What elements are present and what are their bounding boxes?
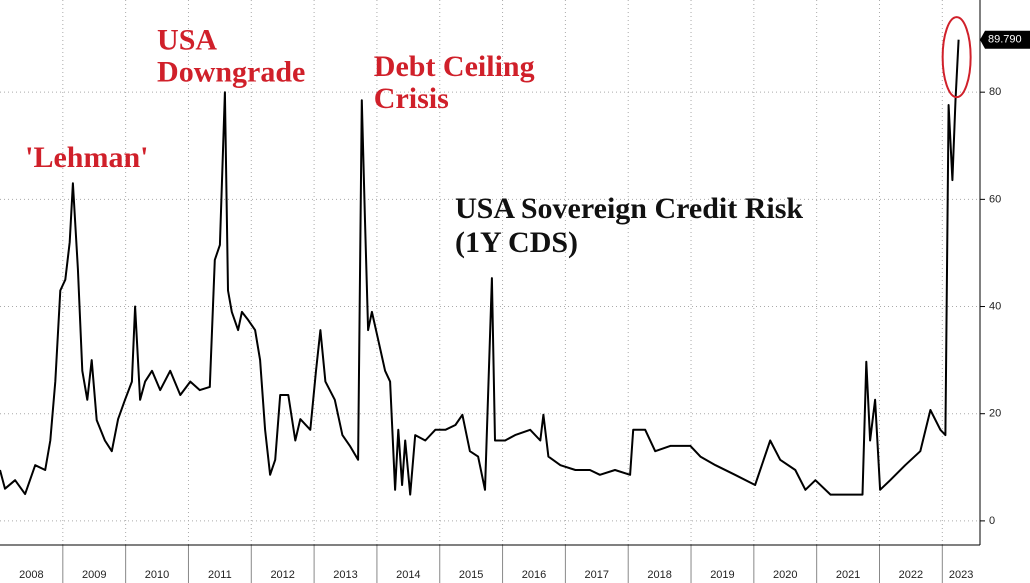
y-tick-label: 0	[989, 515, 995, 527]
x-tick-label: 2017	[585, 569, 609, 581]
chart-title-line: USA Sovereign Credit Risk	[455, 192, 803, 225]
annotation-line: Crisis	[374, 82, 449, 115]
annotation: Debt Ceiling Crisis	[374, 50, 535, 115]
annotation: USA Downgrade	[157, 23, 305, 88]
x-tick-label: 2022	[899, 569, 923, 581]
annotation-line: USA	[157, 23, 217, 56]
y-tick-label: 60	[989, 193, 1001, 205]
x-tick-label: 2023	[949, 569, 973, 581]
chart-title-line: (1Y CDS)	[455, 226, 578, 259]
x-tick-label: 2009	[82, 569, 106, 581]
x-tick-label: 2012	[270, 569, 294, 581]
x-tick-label: 2015	[459, 569, 483, 581]
x-tick-label: 2021	[836, 569, 860, 581]
x-tick-label: 2019	[710, 569, 734, 581]
x-tick-label: 2010	[145, 569, 169, 581]
line-series	[0, 39, 960, 496]
x-tick-label: 2008	[19, 569, 43, 581]
y-tick-label: 20	[989, 408, 1001, 420]
y-tick-label: 80	[989, 86, 1001, 98]
y-tick-label: 40	[989, 300, 1001, 312]
x-tick-label: 2016	[522, 569, 546, 581]
value-tag-label: 89.790	[988, 34, 1022, 46]
annotation-line: Debt Ceiling	[374, 50, 535, 83]
x-tick-label: 2013	[333, 569, 357, 581]
x-tick-label: 2018	[647, 569, 671, 581]
x-tick-label: 2020	[773, 569, 797, 581]
annotation-line: 'Lehman'	[25, 141, 148, 174]
highlight-ellipse	[941, 16, 972, 99]
annotation: 'Lehman'	[25, 141, 148, 174]
value-tag	[980, 30, 1030, 49]
chart-title: USA Sovereign Credit Risk (1Y CDS)	[455, 192, 803, 259]
x-tick-label: 2014	[396, 569, 420, 581]
annotation-line: Downgrade	[157, 55, 305, 88]
x-tick-label: 2011	[208, 569, 232, 581]
